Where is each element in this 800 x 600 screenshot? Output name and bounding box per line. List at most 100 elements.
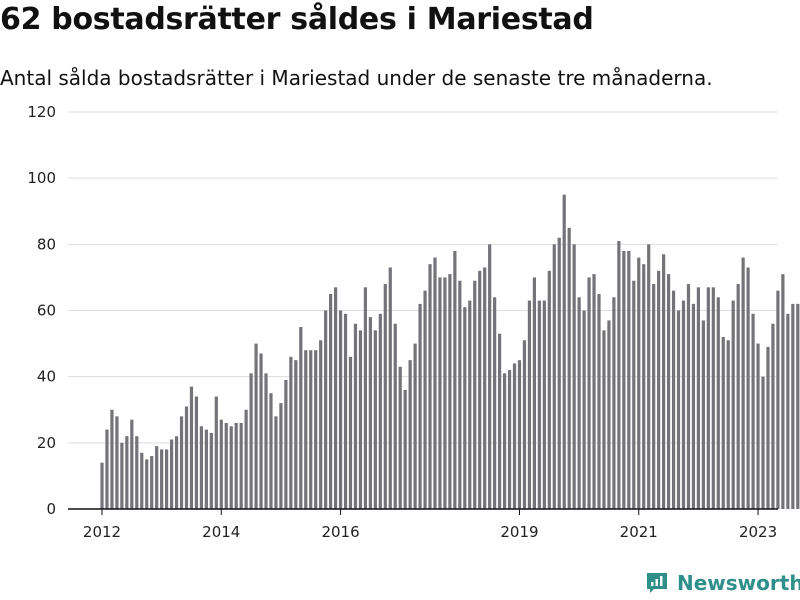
bar (100, 462, 104, 509)
bar (517, 360, 522, 510)
bar (209, 432, 213, 509)
bar (458, 280, 462, 509)
bar (165, 449, 169, 509)
bar (279, 403, 283, 509)
bar (120, 442, 124, 509)
y-tick-label: 40 (37, 368, 56, 386)
bar (169, 439, 174, 509)
bar (592, 274, 596, 509)
bar (433, 257, 437, 509)
bar (607, 320, 611, 509)
bar (612, 297, 616, 509)
y-tick-label: 100 (27, 169, 56, 187)
bar (676, 310, 681, 509)
bar (681, 300, 686, 509)
bar (652, 284, 656, 509)
bar (577, 297, 581, 509)
bar (244, 409, 248, 509)
bar (657, 270, 661, 509)
bar (468, 300, 472, 509)
bar (726, 340, 730, 509)
bar (766, 346, 770, 509)
bar (388, 267, 392, 509)
bar (229, 426, 233, 509)
bar (254, 343, 258, 509)
bar (413, 343, 417, 509)
bar (716, 297, 720, 509)
bar (135, 436, 139, 509)
bar (125, 436, 129, 509)
bar (696, 287, 700, 509)
chart-title: 62 bostadsrätter såldes i Mariestad (0, 2, 594, 37)
bar (358, 330, 363, 509)
bar (532, 277, 536, 509)
bar (398, 366, 402, 509)
bar (204, 429, 208, 509)
bar (353, 323, 358, 509)
bar (403, 389, 407, 509)
bar (145, 459, 149, 510)
bar (637, 257, 641, 509)
bar (249, 373, 253, 509)
bar (393, 323, 397, 509)
bar (502, 373, 507, 509)
bar (448, 274, 452, 509)
bar (567, 227, 571, 510)
bar (562, 194, 566, 509)
bar (214, 396, 218, 509)
bar (622, 250, 626, 509)
bar (706, 287, 710, 509)
bar (552, 244, 556, 509)
x-tick-label: 2019 (500, 523, 538, 541)
bar (105, 429, 109, 509)
bar (478, 270, 482, 509)
bar (602, 330, 606, 509)
bar (493, 297, 497, 509)
bar (642, 264, 646, 509)
bar (329, 293, 333, 509)
bar (587, 277, 591, 509)
bar (110, 409, 114, 509)
bar (234, 422, 238, 509)
bar (512, 363, 517, 509)
bar (666, 274, 671, 509)
bar (627, 250, 631, 509)
bar (299, 327, 303, 509)
bar (463, 307, 467, 509)
bar (224, 422, 228, 509)
brand-logo[interactable]: Newsworthy (645, 568, 800, 598)
bar (701, 320, 705, 509)
bar (363, 287, 368, 509)
bar (756, 343, 760, 509)
bar (423, 290, 427, 509)
bar (711, 287, 715, 509)
bar (736, 284, 740, 509)
bar (194, 396, 199, 509)
bar (761, 376, 765, 509)
bar (160, 449, 164, 509)
y-tick-label: 60 (37, 302, 56, 320)
bar (572, 244, 576, 509)
bar (239, 422, 243, 509)
bar (662, 254, 666, 509)
bar (746, 267, 750, 509)
brand-name: Newsworthy (677, 571, 800, 595)
newsworthy-logo-icon (647, 573, 667, 593)
bar (174, 436, 179, 509)
bar (155, 446, 159, 509)
bar (219, 419, 223, 509)
bar (189, 386, 194, 509)
bar (259, 353, 263, 509)
bar (776, 290, 780, 509)
bar (731, 300, 735, 509)
bar (150, 456, 154, 509)
bar (343, 313, 348, 509)
bar (115, 416, 119, 509)
bar (686, 284, 691, 509)
bar (542, 300, 546, 509)
bar (582, 310, 586, 509)
bar (274, 416, 278, 509)
bar (333, 287, 338, 509)
bar (309, 350, 313, 509)
y-tick-label: 80 (37, 235, 56, 253)
